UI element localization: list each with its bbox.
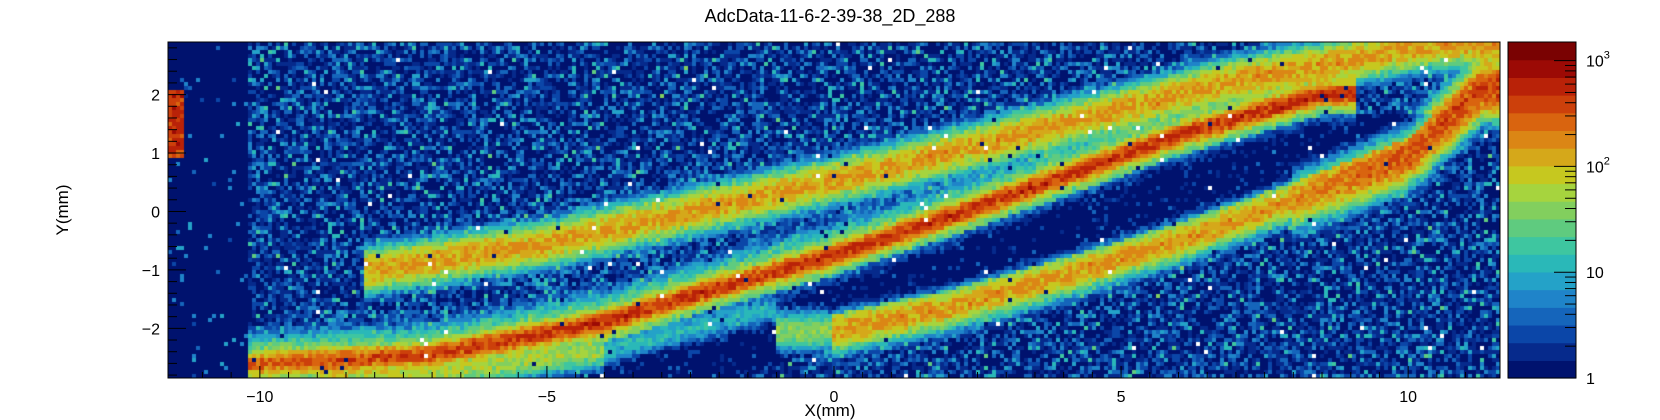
x-tick-label: −5	[538, 389, 556, 406]
y-axis: −2 −1 0 1 2	[142, 47, 186, 376]
color-scale-swatch	[1508, 42, 1576, 61]
chart-title: AdcData-11-6-2-39-38_2D_288	[705, 6, 956, 27]
y-tick-label: −1	[142, 263, 160, 280]
y-tick-label: −2	[142, 321, 160, 338]
color-scale-swatch	[1508, 183, 1576, 202]
color-scale-frame	[1507, 41, 1577, 379]
x-tick-label: 0	[830, 389, 839, 406]
y-axis-title: Y(mm)	[53, 185, 72, 236]
color-scale-swatch	[1508, 342, 1576, 361]
color-scale-swatch	[1508, 218, 1576, 238]
color-scale: 1 10 102 103	[1507, 41, 1610, 388]
color-scale-swatch	[1508, 307, 1576, 326]
color-scale-swatch	[1508, 148, 1576, 167]
color-scale-swatch	[1508, 271, 1576, 291]
color-scale-swatch	[1508, 289, 1576, 308]
color-scale-swatch	[1508, 77, 1576, 96]
color-scale-tick-label: 103	[1586, 50, 1610, 71]
heatmap-cells	[168, 42, 1500, 378]
color-scale-tick-label: 102	[1586, 155, 1610, 176]
color-scale-swatch	[1508, 236, 1576, 255]
color-scale-tick-label: 10	[1586, 265, 1604, 282]
y-tick-label: 1	[151, 146, 160, 163]
color-scale-tick-label: 1	[1586, 371, 1595, 388]
x-tick-label: −10	[246, 389, 273, 406]
color-scale-swatch	[1508, 324, 1576, 344]
y-tick-label: 0	[151, 204, 160, 221]
color-scale-swatch	[1508, 95, 1576, 114]
color-scale-swatch	[1508, 112, 1576, 132]
color-scale-swatch	[1508, 59, 1576, 78]
heatmap-cells-container	[168, 42, 1500, 378]
x-tick-label: 10	[1399, 389, 1417, 406]
color-scale-swatch	[1508, 130, 1576, 149]
color-scale-swatch	[1508, 201, 1576, 220]
x-tick-label: 5	[1117, 389, 1126, 406]
y-tick-label: 2	[151, 88, 160, 105]
color-scale-swatch	[1508, 165, 1576, 185]
x-axis: −10 −5 0 5 10	[201, 366, 1467, 406]
color-scale-swatch	[1508, 254, 1576, 273]
color-scale-swatch	[1508, 360, 1576, 379]
x-axis-title: X(mm)	[805, 401, 856, 420]
